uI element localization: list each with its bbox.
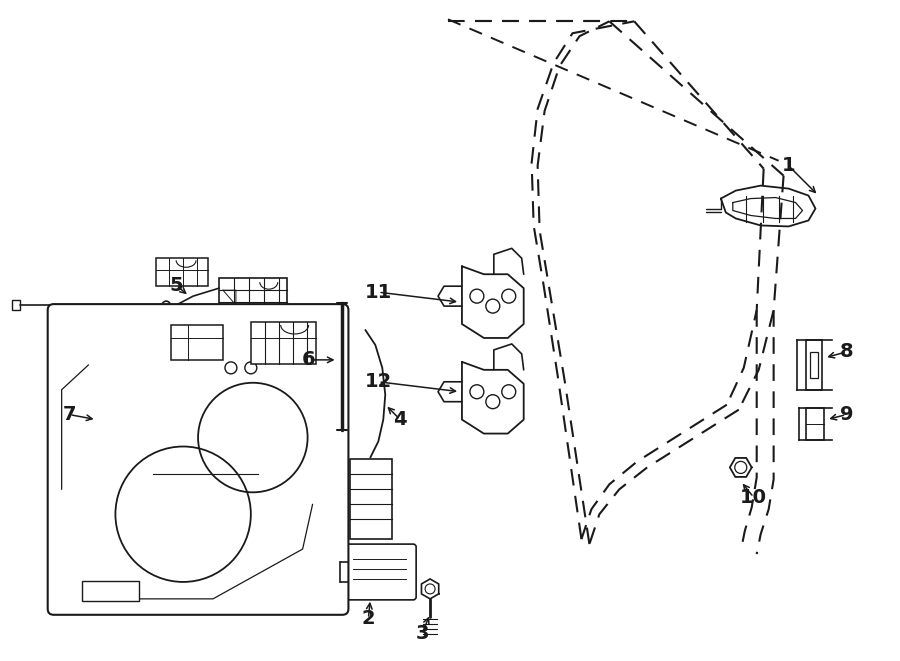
Text: 2: 2 (362, 609, 375, 629)
Bar (171, 325, 223, 360)
Bar (157, 258, 208, 286)
Bar (806, 408, 824, 440)
Bar (82, 581, 140, 601)
FancyBboxPatch shape (48, 304, 348, 615)
Text: 9: 9 (840, 405, 853, 424)
Text: 12: 12 (364, 372, 392, 391)
Text: 8: 8 (840, 342, 853, 362)
Text: 3: 3 (416, 624, 429, 643)
Bar (251, 322, 316, 364)
Bar (350, 459, 392, 539)
Bar (806, 340, 823, 390)
Text: 10: 10 (740, 488, 767, 507)
Bar (811, 352, 818, 378)
Text: 5: 5 (169, 276, 183, 295)
Text: 1: 1 (782, 156, 796, 175)
Text: 7: 7 (63, 405, 76, 424)
FancyBboxPatch shape (346, 544, 416, 600)
Text: 6: 6 (302, 350, 315, 369)
Bar (219, 278, 287, 316)
Bar (12, 300, 20, 310)
Text: 4: 4 (393, 410, 407, 429)
Text: 11: 11 (364, 283, 392, 301)
